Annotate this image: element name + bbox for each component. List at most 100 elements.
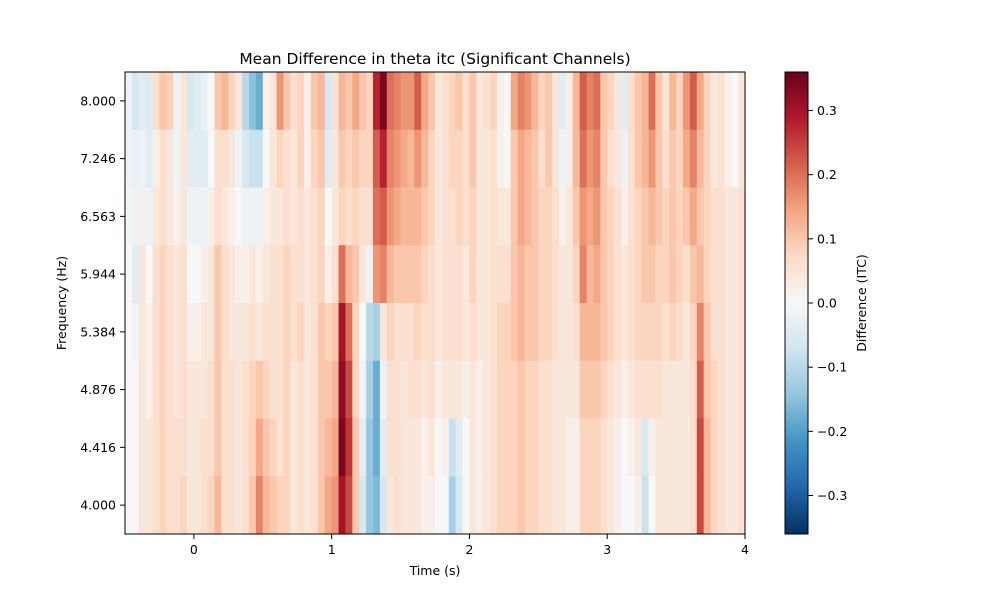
heatmap-cell [269,303,278,362]
heatmap-cell [345,72,353,131]
heatmap-cell [311,360,319,419]
heatmap-cell [311,72,319,131]
heatmap-cell [538,360,546,419]
heatmap-cell [614,187,622,246]
heatmap-cell [641,245,650,304]
heatmap-cell [462,418,471,477]
heatmap-cell [366,418,374,477]
heatmap-cell [524,129,533,188]
heatmap-cell [469,360,477,419]
heatmap-cell [138,187,147,246]
heatmap-cell [469,187,477,246]
heatmap-cell [297,245,305,304]
heatmap-cell [641,187,650,246]
heatmap-cell [476,303,484,362]
heatmap-cell [379,187,388,246]
heatmap-cell [414,476,422,535]
heatmap-cell [359,129,367,188]
heatmap-cell [180,418,188,477]
heatmap-cell [276,245,285,304]
heatmap-cell [242,360,250,419]
heatmap-cell [517,72,526,131]
heatmap-cell [517,360,526,419]
heatmap-cell [242,245,250,304]
heatmap-cell [207,360,216,419]
heatmap-cell [545,360,553,419]
y-axis-label: Frequency (Hz) [54,256,69,350]
heatmap-cell [510,476,519,535]
heatmap-cell [276,476,285,535]
heatmap-cell [579,72,588,131]
heatmap-cell [497,418,505,477]
heatmap-cell [173,72,181,131]
heatmap-cell [407,418,415,477]
x-axis-label: Time (s) [409,563,461,578]
heatmap-cell [490,129,498,188]
heatmap-cell [187,418,195,477]
heatmap-cell [145,187,154,246]
heatmap-cell [435,418,443,477]
heatmap-cell [386,187,395,246]
heatmap-cell [400,476,409,535]
heatmap-cell [531,245,539,304]
heatmap-cell [200,476,209,535]
heatmap-cell [297,72,305,131]
heatmap-cell [145,476,154,535]
heatmap-cell [152,360,161,419]
heatmap-cell [724,187,732,246]
heatmap-cell [138,245,147,304]
heatmap-cell [469,418,477,477]
heatmap-cell [586,72,595,131]
heatmap-cell [641,72,650,131]
y-tick-label: 5.384 [80,324,116,339]
heatmap-cell [476,245,484,304]
heatmap-cell [145,72,154,131]
heatmap-cell [696,72,705,131]
heatmap-cell [579,303,588,362]
heatmap-cell [214,476,223,535]
heatmap-cell [607,476,615,535]
heatmap-cell [269,245,278,304]
heatmap-cell [703,418,712,477]
heatmap-cell [373,360,381,419]
heatmap-cell [338,72,347,131]
heatmap-cell [497,245,505,304]
heatmap-cell [655,129,663,188]
heatmap-cell [476,129,484,188]
heatmap-cell [180,245,188,304]
heatmap-cell [455,187,464,246]
heatmap-cell [490,245,498,304]
heatmap-cell [338,129,347,188]
heatmap-cell [428,129,436,188]
heatmap-cell [283,187,291,246]
heatmap-cell [600,187,608,246]
heatmap-cell [366,72,374,131]
heatmap-cell [152,418,161,477]
heatmap-cell [586,129,595,188]
heatmap-cell [386,476,395,535]
heatmap-cell [407,129,415,188]
heatmap-cell [283,476,291,535]
heatmap-cell [621,72,629,131]
heatmap-cell [317,187,326,246]
y-tick-label: 4.416 [80,440,116,455]
heatmap-cell [221,303,229,362]
heatmap-cell [228,245,236,304]
heatmap-cell [545,72,553,131]
heatmap-cell [483,72,491,131]
heatmap-cell [614,418,622,477]
heatmap-cell [331,129,340,188]
heatmap-cell [214,129,223,188]
heatmap-cell [448,245,457,304]
heatmap-cell [187,245,195,304]
heatmap-cell [627,360,636,419]
heatmap-cell [476,187,484,246]
heatmap-cell [648,476,657,535]
heatmap-cell [572,72,581,131]
heatmap-cell [428,303,436,362]
heatmap-cell [393,72,402,131]
heatmap-cell [696,418,705,477]
heatmap-cell [565,187,574,246]
heatmap-cell [524,360,533,419]
heatmap-cell [648,129,657,188]
